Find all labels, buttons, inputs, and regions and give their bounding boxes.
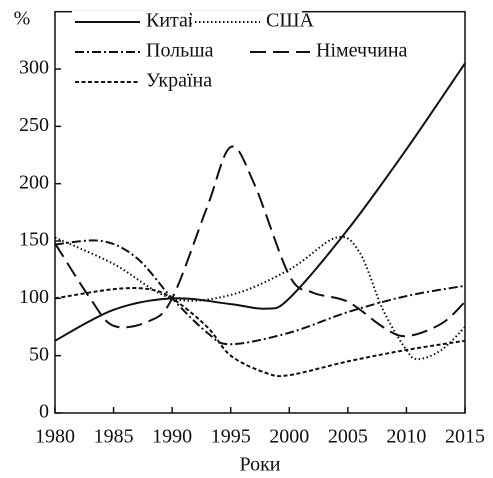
legend-bg	[72, 71, 218, 93]
y-tick-label: 300	[19, 57, 49, 79]
legend-label: Україна	[146, 70, 212, 92]
x-tick-label: 2015	[445, 426, 485, 448]
legend-label: Німеччина	[316, 40, 408, 62]
legend-label: США	[266, 10, 315, 32]
series-line	[54, 287, 466, 378]
x-axis-label: Роки	[239, 454, 280, 476]
x-tick-label: 2000	[269, 426, 309, 448]
y-tick-label: 250	[19, 114, 49, 136]
x-tick-label: 1990	[152, 426, 192, 448]
legend-bg	[247, 41, 406, 63]
series-line	[54, 239, 466, 346]
x-tick-label: 1980	[35, 426, 75, 448]
y-tick-label: 100	[19, 286, 49, 308]
y-tick-label: 200	[19, 171, 49, 193]
x-tick-label: 1985	[94, 426, 134, 448]
y-tick-label: 50	[29, 343, 49, 365]
x-tick-label: 1995	[211, 426, 251, 448]
y-axis-label: %	[14, 8, 31, 30]
x-tick-label: 2010	[386, 426, 426, 448]
y-tick-label: 150	[19, 229, 49, 251]
series-line	[54, 62, 466, 342]
series-line	[54, 235, 466, 361]
legend-label: Китай	[146, 10, 199, 32]
legend-label: Польша	[146, 40, 214, 62]
legend-bg	[72, 41, 209, 63]
y-tick-label: 0	[39, 401, 49, 423]
x-tick-label: 2005	[328, 426, 368, 448]
series-line	[54, 145, 466, 338]
